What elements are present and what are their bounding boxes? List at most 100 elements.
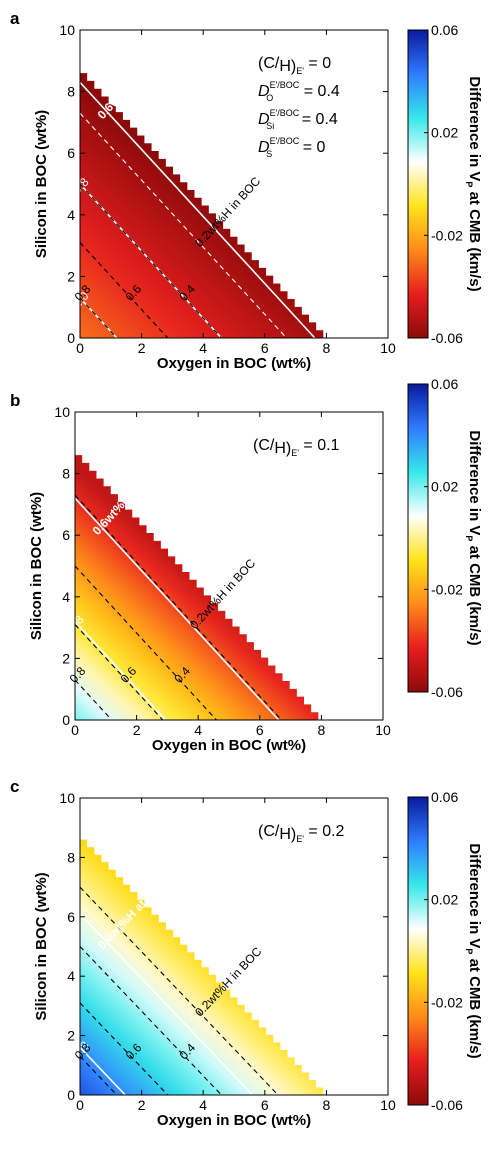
y-tick-label: 8 <box>67 84 75 100</box>
partition-coefficient-annotation: DE'/BOC O = 0.4 <box>258 80 340 103</box>
coefficient-value: = 0.4 <box>299 83 340 100</box>
contour-line-h-cmb <box>79 1046 126 1096</box>
ratio-sub: E' <box>291 448 299 458</box>
ratio-annotation: (C/H)E' = 0.1 <box>253 437 340 458</box>
y-tick-label: 2 <box>67 1028 75 1044</box>
y-tick-label: 4 <box>62 589 70 605</box>
panel-label: c <box>10 777 19 796</box>
x-tick-label: 0 <box>76 340 84 356</box>
coefficient-value: = 0.4 <box>297 111 338 128</box>
panel-label: a <box>10 9 20 28</box>
ratio-value: = 0.1 <box>299 437 340 454</box>
colorbar-tick-label: -0.06 <box>431 684 463 700</box>
y-tick-label: 10 <box>59 22 75 38</box>
colorbar <box>407 796 429 1106</box>
plot-frame <box>79 797 389 1096</box>
colorbar-tick-label: 0.02 <box>431 125 458 141</box>
x-tick-label: 4 <box>194 722 202 738</box>
x-tick-label: 0 <box>71 722 79 738</box>
colorbar-title-sub: P <box>464 535 474 541</box>
ratio-h: H <box>279 826 291 843</box>
ratio-annotation: (C/H)E' = 0 <box>258 55 331 76</box>
y-tick-label: 6 <box>62 527 70 543</box>
contour-line-h-boc <box>79 946 222 1096</box>
y-tick-label: 0 <box>67 330 75 346</box>
x-tick-label: 6 <box>261 340 269 356</box>
ratio-paren: ) <box>286 440 291 457</box>
colorbar-title-tail: at CMB (km/s) <box>466 954 483 1058</box>
heatmap-region <box>80 839 324 1095</box>
colorbar-title-sub: P <box>464 181 474 187</box>
contour-line-h-boc <box>74 494 282 721</box>
y-axis-label: Silicon in BOC (wt%) <box>33 110 50 258</box>
heatmap-region <box>75 455 319 720</box>
y-axis-label: Silicon in BOC (wt%) <box>33 872 50 1020</box>
x-tick-label: 4 <box>199 340 207 356</box>
plot-frame <box>74 411 384 721</box>
ratio-value: = 0 <box>304 55 331 72</box>
contour-line-h-cmb <box>79 81 316 339</box>
contour-line-h-cmb <box>74 497 280 721</box>
superscript: E'/BOC <box>270 136 300 146</box>
ratio-h: H <box>274 440 286 457</box>
x-tick-label: 4 <box>199 1097 207 1113</box>
ratio-annotation: (C/H)E' = 0.2 <box>258 823 345 844</box>
ratio-sub: E' <box>296 66 304 76</box>
colorbar <box>407 29 429 339</box>
y-tick-label: 2 <box>67 268 75 284</box>
contour-line-h-boc <box>79 1002 169 1096</box>
contour-line-h-cmb <box>79 913 254 1096</box>
coefficient-value: = 0 <box>298 139 325 156</box>
ratio-paren: ) <box>291 58 296 75</box>
y-tick-label: 10 <box>54 404 70 420</box>
colorbar-title-main: Difference in V <box>466 76 483 181</box>
colorbar-title-tail: at CMB (km/s) <box>466 187 483 291</box>
x-tick-label: 8 <box>323 1097 331 1113</box>
y-tick-label: 8 <box>67 849 75 865</box>
x-tick-label: 8 <box>323 340 331 356</box>
contour-line-h-boc <box>74 624 164 721</box>
ratio-h: H <box>279 58 291 75</box>
colorbar-title: Difference in VP at CMB (km/s) <box>464 843 483 1058</box>
x-tick-label: 0 <box>76 1097 84 1113</box>
ratio-paren: ) <box>291 826 296 843</box>
x-tick-label: 6 <box>256 722 264 738</box>
subscript: S <box>266 149 272 159</box>
colorbar-tick-label: 0.06 <box>431 22 458 38</box>
x-tick-label: 10 <box>375 722 391 738</box>
y-tick-label: 2 <box>62 650 70 666</box>
colorbar-tick-label: -0.02 <box>431 581 463 597</box>
y-axis-label: Silicon in BOC (wt%) <box>28 492 45 640</box>
colorbar-tick-label: -0.02 <box>431 994 463 1010</box>
contour-line-h-boc <box>79 112 287 339</box>
colorbar-tick-label: 0.02 <box>431 479 458 495</box>
y-tick-label: 4 <box>67 968 75 984</box>
colorbar-tick-label: 0.02 <box>431 892 458 908</box>
x-tick-label: 10 <box>380 1097 396 1113</box>
y-tick-label: 6 <box>67 909 75 925</box>
subscript: Si <box>266 121 274 131</box>
colorbar-title: Difference in VP at CMB (km/s) <box>464 76 483 291</box>
contour-line-h-cmb <box>74 620 167 721</box>
partition-coefficient-annotation: DE'/BOC S = 0 <box>258 136 326 159</box>
colorbar-title-main: Difference in V <box>466 843 483 948</box>
partition-coefficient-annotation: DE'/BOC Si = 0.4 <box>258 108 338 131</box>
contour-line-h-boc <box>79 886 279 1096</box>
colorbar-tick-label: -0.06 <box>431 1097 463 1113</box>
colorbar-title: Difference in VP at CMB (km/s) <box>464 430 483 645</box>
x-axis-label: Oxygen in BOC (wt%) <box>157 1112 311 1129</box>
contour-line-h-boc <box>74 565 217 721</box>
colorbar-title-sub: P <box>464 948 474 954</box>
y-tick-label: 10 <box>59 790 75 806</box>
colorbar-tick-label: 0.06 <box>431 376 458 392</box>
y-tick-label: 8 <box>62 466 70 482</box>
x-tick-label: 2 <box>138 1097 146 1113</box>
colorbar-title-main: Difference in V <box>466 430 483 535</box>
x-axis-label: Oxygen in BOC (wt%) <box>157 355 311 372</box>
x-tick-label: 6 <box>261 1097 269 1113</box>
colorbar-tick-label: 0.06 <box>431 789 458 805</box>
y-tick-label: 6 <box>67 145 75 161</box>
